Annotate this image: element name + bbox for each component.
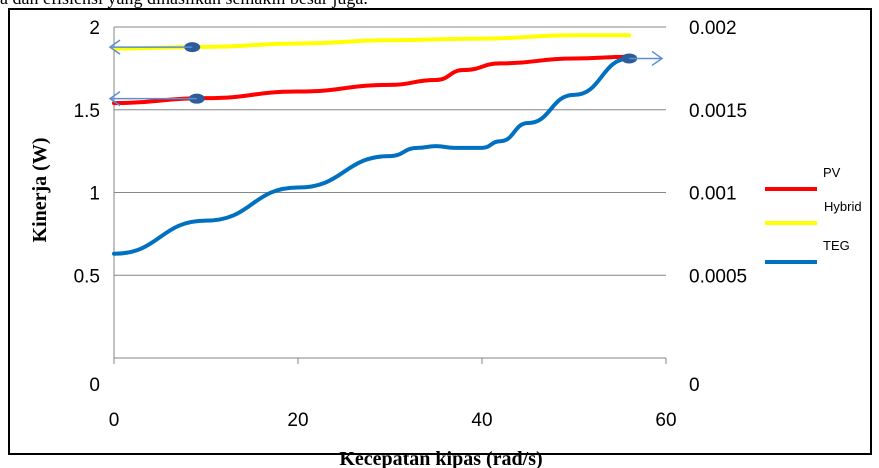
y-right-tick-label: 0.0015	[689, 101, 747, 122]
series-line-pv	[112, 54, 632, 106]
y-left-tick-label: 0.5	[74, 266, 100, 287]
series-line-teg	[112, 56, 632, 256]
x-tick-label: 40	[471, 410, 492, 431]
legend-label-hybrid: Hybrid	[824, 199, 862, 214]
y-left-tick-label: 1.5	[74, 101, 100, 122]
arrowhead-left	[108, 91, 121, 107]
y-right-tick-label: 0.001	[689, 184, 737, 205]
y-right-tick-label: 0	[689, 375, 700, 396]
arrowhead-right	[651, 50, 664, 67]
x-axis-title: Kecepatan kipas (rad/s)	[339, 448, 542, 468]
annotation-markers	[108, 39, 664, 107]
x-tick-label: 0	[109, 410, 120, 431]
series-line-hybrid	[112, 33, 632, 51]
y-axis-title: Kinerja (W)	[29, 138, 51, 243]
gridlines	[113, 26, 667, 364]
legend-label-pv: PV	[823, 165, 841, 180]
legend: PV Hybrid TEG	[765, 165, 862, 264]
legend-label-teg: TEG	[823, 238, 850, 253]
document-text-fragment: a dan efisiensi yang dihasilkan semakin …	[0, 0, 879, 10]
x-tick-label: 60	[655, 410, 676, 431]
x-tick-label: 20	[287, 410, 308, 431]
y-left-tick-label: 2	[89, 18, 100, 39]
series-lines	[112, 33, 632, 256]
y-right-tick-label: 0.0005	[689, 266, 747, 287]
y-left-tick-label: 0	[89, 375, 100, 396]
y-right-tick-label: 0.002	[689, 18, 737, 39]
y-left-tick-label: 1	[89, 184, 100, 205]
arrowhead-left	[108, 39, 121, 55]
chart-frame	[8, 8, 872, 455]
